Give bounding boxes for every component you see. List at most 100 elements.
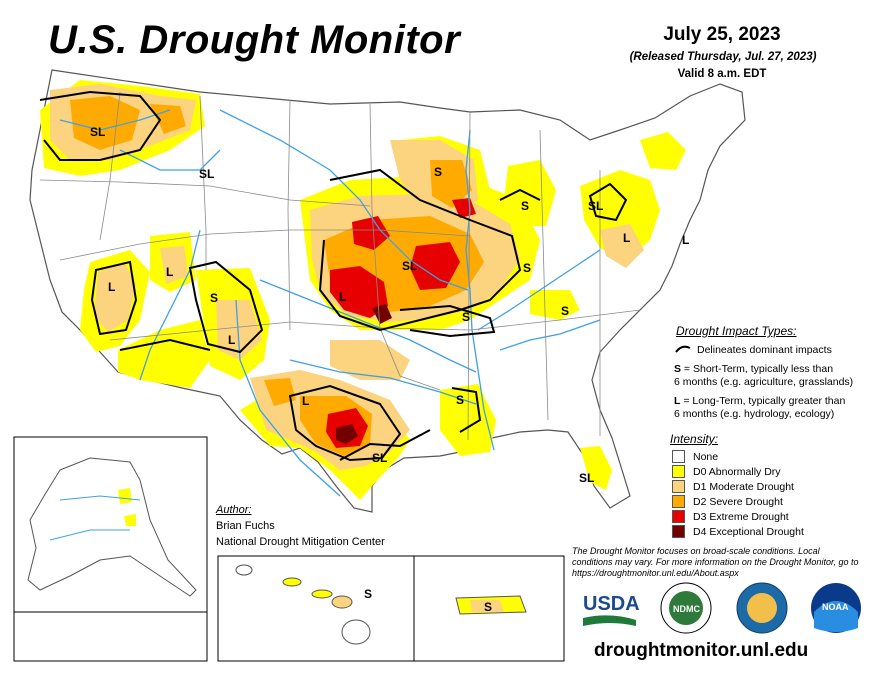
d3-nebraska	[352, 216, 390, 250]
river-mississippi	[465, 129, 495, 451]
impact-legend-title: Drought Impact Types:	[676, 324, 797, 338]
label-l-utah: L	[166, 265, 173, 279]
intensity-label: D0 Abnormally Dry	[693, 465, 781, 478]
release-date: (Released Thursday, Jul. 27, 2023)	[629, 51, 817, 63]
impact-line-plains	[318, 168, 522, 332]
intensity-swatch	[672, 465, 685, 478]
intensity-swatch	[672, 525, 685, 538]
label-s-louisiana: S	[456, 393, 464, 407]
impact-line-texas	[288, 384, 402, 462]
label-sl-idaho: SL	[199, 167, 214, 181]
rivers	[59, 109, 601, 497]
impact-line-ozarks	[399, 304, 496, 338]
label-sl-florida: SL	[579, 471, 594, 485]
disclaimer-text: The Drought Monitor focuses on broad-sca…	[572, 546, 859, 578]
svg-text:NDMC: NDMC	[673, 604, 700, 614]
hawaii-islands	[235, 564, 371, 645]
d0-michigan	[504, 160, 556, 226]
label-sl-northwest: SL	[90, 125, 105, 139]
river-rio-grande	[235, 299, 341, 497]
d2-northwest	[70, 96, 140, 150]
intensity-legend-item: D0 Abnormally Dry	[672, 464, 804, 479]
intensity-label: D2 Severe Drought	[693, 495, 783, 508]
label-s-missouri: S	[462, 310, 470, 324]
impact-legend-short-term: S = Short-Term, typically less than 6 mo…	[674, 363, 853, 389]
impact-legend-l-desc-2: 6 months (e.g. hydrology, ecology)	[674, 408, 835, 420]
d1-oklahoma	[330, 340, 410, 380]
intensity-legend-list: None D0 Abnormally Dry D1 Moderate Drought…	[672, 449, 804, 539]
svg-text:NOAA: NOAA	[822, 602, 849, 612]
intensity-label: D4 Exceptional Drought	[693, 525, 804, 538]
label-s-michigan: S	[521, 199, 529, 213]
impact-legend-long-term: L = Long-Term, typically greater than 6 …	[674, 395, 845, 421]
impact-lines	[39, 90, 628, 462]
river-missouri	[219, 109, 469, 291]
map-date: July 25, 2023	[663, 24, 781, 45]
label-l-delaware: L	[682, 233, 689, 247]
label-l-penn: L	[623, 231, 630, 245]
impact-legend-l-key: L	[674, 395, 681, 407]
intensity-label: None	[693, 450, 719, 463]
intensity-swatch	[672, 495, 685, 508]
footer-url[interactable]: droughtmonitor.unl.edu	[594, 640, 809, 661]
valid-time: Valid 8 a.m. EDT	[677, 68, 767, 80]
label-s-puertorico: S	[484, 600, 492, 614]
label-s-hawaii: S	[364, 587, 372, 601]
d4-kansas-missouri	[372, 304, 392, 324]
impact-legend-s-desc-1: = Short-Term, typically less than	[681, 363, 834, 375]
author-name: Brian Fuchs	[216, 520, 275, 532]
impact-legend-l-desc-1: = Long-Term, typically greater than	[680, 395, 846, 407]
impact-legend-delineates: Delineates dominant impacts	[697, 344, 832, 356]
label-s-kentucky: S	[561, 304, 569, 318]
svg-text:USDA: USDA	[583, 593, 640, 615]
river-arkansas	[259, 279, 477, 373]
impact-line-great-basin	[90, 260, 138, 336]
hawaii-inset-frame	[217, 555, 415, 662]
impact-line-michigan	[499, 188, 541, 201]
alaska-rivers	[49, 495, 141, 541]
label-sl-ny: SL	[588, 199, 603, 213]
impact-labels: SL SL S S SL L L SL S S S L L S L L L SL…	[90, 125, 689, 485]
usda-logo: USDA	[583, 593, 640, 626]
intensity-label: D1 Moderate Drought	[693, 480, 794, 493]
river-red	[289, 359, 477, 405]
state-borders	[39, 91, 641, 441]
label-l-texas: L	[302, 394, 309, 408]
intensity-swatch	[672, 510, 685, 523]
intensity-legend-item: D2 Severe Drought	[672, 494, 804, 509]
intensity-legend-item: D3 Extreme Drought	[672, 509, 804, 524]
label-s-wisconsin: S	[434, 165, 442, 179]
ndmc-logo: NDMC	[660, 582, 712, 634]
impact-legend-s-key: S	[674, 363, 682, 375]
river-colorado	[139, 229, 201, 381]
intensity-swatch	[672, 480, 685, 493]
impact-line-southwest	[119, 338, 211, 351]
label-sl-iowa: SL	[402, 259, 417, 273]
label-l-kansas: L	[339, 290, 346, 304]
alaska-outline	[27, 457, 197, 597]
noaa-logo: NOAA	[811, 583, 861, 633]
map-title: U.S. Drought Monitor	[48, 18, 461, 62]
intensity-label: D3 Extreme Drought	[693, 510, 789, 523]
d1-new-mexico	[216, 300, 262, 360]
d0-kentucky	[530, 290, 580, 320]
author-label: Author:	[216, 504, 252, 516]
impact-legend-line-icon	[675, 345, 691, 353]
impact-legend-s-desc-2: 6 months (e.g. agriculture, grasslands)	[674, 376, 854, 388]
d0-southwest	[118, 320, 210, 388]
impact-line-south-texas	[339, 429, 431, 461]
d1-nevada-utah	[94, 262, 136, 332]
d2-wisconsin	[430, 160, 472, 208]
intensity-legend-title: Intensity:	[670, 432, 719, 446]
commerce-seal-logo	[736, 582, 788, 634]
impact-line-northwest	[39, 90, 162, 161]
label-l-arizona: L	[228, 333, 235, 347]
d3-missouri	[410, 242, 460, 290]
d2-idaho	[150, 104, 186, 134]
river-snake	[119, 149, 221, 171]
intensity-swatch	[672, 450, 685, 463]
impact-line-northeast	[588, 182, 628, 222]
author-org: National Drought Mitigation Center	[216, 536, 385, 548]
intensity-legend-item: D4 Exceptional Drought	[672, 524, 804, 539]
puertorico-d1	[470, 600, 504, 612]
